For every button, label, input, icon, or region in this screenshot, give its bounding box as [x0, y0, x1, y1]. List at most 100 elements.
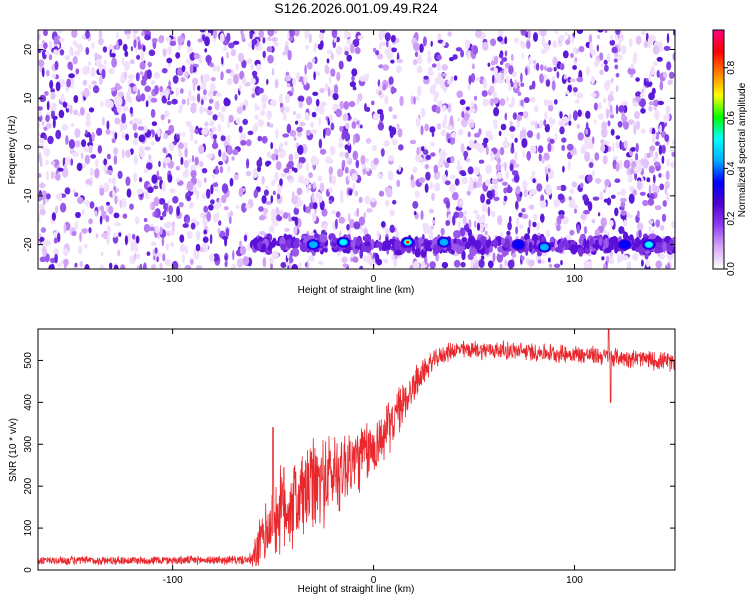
spectrogram-cell [295, 120, 299, 125]
spectrogram-cell [482, 41, 489, 51]
spectrogram-cell [639, 93, 645, 98]
spectrogram-cell [609, 90, 615, 95]
spectrogram-cell [133, 172, 138, 183]
spectrogram-cell [611, 77, 614, 83]
spectrogram-cell [583, 226, 588, 235]
spectrogram-cell [109, 262, 113, 269]
spectrogram-cell [117, 91, 125, 98]
spectrogram-cell [576, 76, 584, 83]
spectrogram-cell [505, 75, 509, 85]
spectrogram-cell [587, 201, 593, 212]
carrier-band-cell [418, 237, 424, 245]
spectrogram-cell [215, 92, 222, 97]
spectrogram-cell [615, 30, 621, 35]
spectrogram-cell [430, 152, 436, 157]
spectrogram-cell [212, 30, 217, 39]
spectrogram-cell [566, 143, 574, 151]
spectrogram-cell [483, 137, 489, 144]
spectrogram-cell [387, 155, 395, 162]
spectrogram-cell [504, 50, 508, 57]
spectrogram-cell [278, 150, 286, 159]
colorbar-tick-label: 0.0 [726, 262, 737, 276]
spectrogram-cell [664, 134, 670, 142]
spectrogram-cell [562, 216, 569, 225]
carrier-band-cell [632, 242, 637, 251]
spectrogram-cell [114, 195, 118, 205]
spectrogram-cell [137, 89, 141, 98]
spectrogram-cell [194, 129, 200, 134]
spectrogram-cell [463, 112, 470, 122]
spectrogram-cell [143, 223, 150, 233]
spectrogram-cell [45, 122, 52, 129]
spectrogram-cell [557, 193, 565, 201]
spectrogram-cell [261, 135, 268, 144]
spectrogram-cell [54, 253, 58, 264]
spectrogram-cell [268, 257, 274, 264]
spectrogram-cell [535, 62, 540, 71]
spectrogram-cell [63, 258, 69, 266]
spectrogram-cell [171, 260, 179, 269]
spectrogram-cell [364, 195, 371, 205]
spectrogram-cell [44, 91, 49, 96]
spectrogram-cell [60, 95, 65, 103]
spectrogram-cell [655, 131, 660, 140]
spectrogram-cell [556, 185, 562, 191]
spectrogram-cell [277, 184, 282, 195]
spectrogram-cell [609, 39, 616, 46]
spectrogram-cell [440, 79, 446, 89]
spectrogram-cell [332, 92, 339, 101]
spectrogram-cell [504, 62, 511, 69]
spectrogram-cell [268, 151, 271, 160]
spectrogram-cell [653, 161, 661, 167]
spectrogram-cell [452, 54, 458, 60]
x-tick-label: 100 [566, 274, 583, 285]
spectrogram-cell [288, 36, 294, 41]
spectrogram-cell [75, 68, 80, 75]
spectrogram-cell [206, 153, 214, 159]
spectrogram-cell [573, 87, 578, 93]
spectrogram-cell [330, 53, 334, 60]
spectrogram-cell [262, 207, 269, 215]
spectrogram-cell [217, 123, 222, 133]
spectrogram-cell [46, 170, 49, 181]
spectrogram-cell [106, 225, 111, 236]
spectrogram-cell [415, 153, 422, 163]
spectrogram-cell [54, 205, 59, 214]
spectrogram-cell [659, 80, 664, 91]
spectrogram-cell [304, 112, 310, 121]
spectrogram-cell [121, 57, 125, 66]
spectrogram-cell [195, 265, 203, 269]
spectrogram-cell [132, 85, 138, 92]
spectrogram-cell [586, 261, 593, 269]
spectrogram-cell [48, 264, 54, 269]
spectrogram-cell [159, 262, 163, 269]
spectrogram-cell [437, 100, 443, 108]
spectrogram-cell [588, 34, 593, 44]
spectrogram-cell [628, 193, 635, 204]
spectrogram-cell [504, 112, 508, 121]
spectrogram-cell [279, 101, 283, 108]
spectrogram-cell [360, 76, 364, 82]
spectrogram-cell [210, 199, 215, 205]
spectrogram-cell [472, 45, 479, 55]
spectrogram-cell [334, 84, 339, 94]
spectrogram-cell [610, 128, 615, 136]
spectrogram-cell [422, 149, 429, 156]
spectrogram-cell [205, 54, 212, 64]
spectrogram-cell [663, 45, 671, 51]
hot-spot [406, 240, 410, 244]
spectrogram-cell [629, 158, 634, 163]
spectrogram-cell [67, 158, 71, 166]
spectrogram-cell [636, 120, 640, 131]
spectrogram-cell [114, 96, 120, 107]
spectrogram-cell [175, 165, 181, 171]
spectrogram-cell [227, 165, 231, 173]
spectrogram-cell [199, 30, 206, 33]
spectrogram-cell [306, 96, 313, 106]
spectrogram-cell [568, 113, 572, 120]
spectrogram-cell [331, 30, 338, 39]
carrier-band-cell [525, 246, 529, 256]
spectrogram-cell [444, 161, 450, 169]
